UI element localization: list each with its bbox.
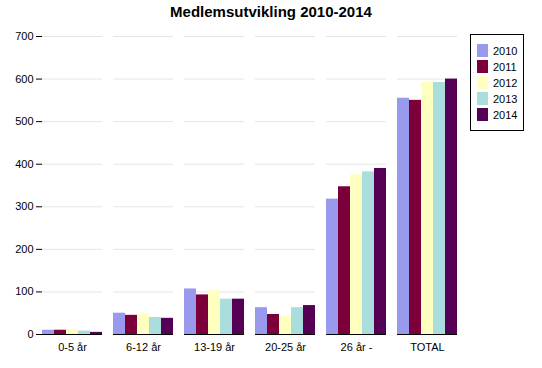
svg-text:0: 0 bbox=[27, 328, 33, 340]
html-text:2013: 2013 bbox=[493, 92, 518, 105]
svg-text:500: 500 bbox=[15, 115, 33, 127]
svg-text:TOTAL: TOTAL bbox=[410, 341, 444, 353]
svg-text:13-19 år: 13-19 år bbox=[194, 341, 235, 353]
svg-text:26 år -: 26 år - bbox=[341, 341, 373, 353]
html-text:Medlemsutvikling 2010-2014: Medlemsutvikling 2010-2014 bbox=[170, 3, 372, 20]
svg-text:6-12 år: 6-12 år bbox=[126, 341, 161, 353]
svg-text:200: 200 bbox=[15, 243, 33, 255]
html-text:2012: 2012 bbox=[493, 76, 518, 89]
svg-text:0-5 år: 0-5 år bbox=[58, 341, 87, 353]
svg-text:300: 300 bbox=[15, 200, 33, 212]
svg-text:700: 700 bbox=[15, 30, 33, 42]
html-text:2014: 2014 bbox=[493, 108, 518, 121]
svg-text:100: 100 bbox=[15, 285, 33, 297]
html-text:2011: 2011 bbox=[493, 60, 517, 73]
html-text:2010: 2010 bbox=[493, 44, 518, 57]
svg-text:20-25 år: 20-25 år bbox=[265, 341, 306, 353]
svg-text:600: 600 bbox=[15, 73, 33, 85]
svg-text:400: 400 bbox=[15, 158, 33, 170]
